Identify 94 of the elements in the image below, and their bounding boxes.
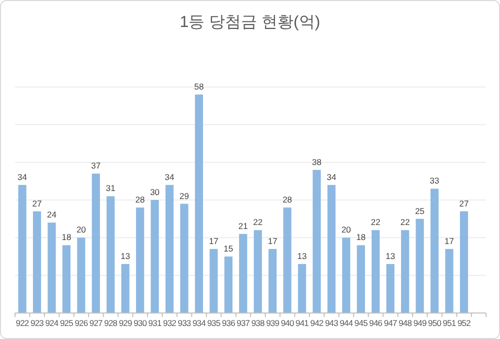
data-label: 27 [459,198,469,208]
x-tick-label: 935 [207,318,221,328]
bar [342,238,350,313]
data-label: 58 [194,82,204,92]
x-tick-label: 947 [384,318,398,328]
bar [239,234,248,313]
data-label: 22 [253,217,263,228]
bar [136,208,144,313]
x-tick-label: 926 [74,318,88,328]
data-label: 17 [208,236,219,246]
x-tick-label: 943 [324,318,339,328]
data-label: 17 [444,236,454,246]
bar [210,248,218,313]
bar [194,94,204,313]
bar [356,245,365,313]
data-label: 30 [150,187,160,197]
data-label: 25 [415,206,425,216]
x-tick-label: 927 [89,318,104,328]
x-tick-label: 952 [457,318,472,328]
x-tick-label: 925 [60,318,74,328]
bar [283,208,292,313]
data-label: 13 [386,251,396,262]
x-tick-label: 932 [163,318,177,328]
bar [445,248,454,313]
bar [121,264,130,313]
bar [327,184,336,313]
bar [92,174,100,313]
x-tick-label: 933 [178,318,192,328]
x-tick-label: 948 [398,318,412,328]
x-tick-label: 942 [310,318,324,328]
data-label: 24 [47,210,57,220]
bar [77,238,86,313]
data-label: 15 [224,244,234,254]
x-tick-label: 924 [45,318,59,328]
data-label: 20 [76,224,86,235]
x-tick-label: 951 [442,318,456,328]
bar [460,211,468,313]
data-label: 22 [370,217,381,228]
data-label: 29 [180,190,190,201]
data-label: 28 [282,194,292,205]
bar [48,222,56,313]
data-label: 13 [120,251,130,262]
bar [401,230,410,313]
data-label: 18 [62,232,72,242]
x-tick-label: 946 [369,318,383,328]
data-label: 34 [326,172,336,182]
data-label: 34 [164,172,175,182]
data-label: 17 [268,236,278,246]
bar [32,211,42,313]
x-tick-label: 931 [148,318,162,328]
bar [62,245,71,313]
bar [254,230,262,313]
bar [18,184,26,313]
x-tick-label: 934 [192,318,206,328]
bar [372,230,380,313]
data-label: 31 [106,183,116,194]
x-tick-label: 930 [134,318,148,328]
bar [106,196,115,313]
data-label: 27 [32,198,42,208]
data-label: 18 [356,232,366,242]
x-tick-label: 936 [222,318,236,328]
x-tick-label: 928 [104,318,118,328]
bar [298,264,306,313]
x-tick-label: 944 [340,318,354,328]
x-tick-label: 937 [236,318,250,328]
bar [150,200,159,313]
x-tick-label: 940 [280,318,294,328]
x-tick-label: 929 [118,318,133,328]
data-label: 13 [297,251,308,262]
data-label: 21 [238,220,248,231]
data-label: 33 [430,176,440,186]
data-label: 22 [400,217,410,228]
data-label: 20 [341,224,352,235]
bar [416,218,424,313]
chart-title: 1등 당첨금 현황(억) [180,14,320,31]
bar [386,264,394,313]
data-label: 28 [135,194,146,205]
data-label: 34 [18,172,28,182]
data-label: 38 [312,156,322,167]
bar [268,248,277,313]
x-tick-label: 949 [413,318,427,328]
x-tick-label: 941 [296,318,310,328]
bar [180,204,188,313]
x-tick-label: 922 [16,318,30,328]
x-tick-label: 945 [354,318,368,328]
x-tick-label: 938 [251,318,266,328]
bar [165,184,174,313]
bar [312,170,321,313]
x-tick-label: 950 [428,318,442,328]
x-tick-label: 923 [30,318,44,328]
data-label: 37 [91,160,101,171]
x-tick-label: 939 [266,318,280,328]
bar [224,256,232,313]
bar [430,188,439,313]
